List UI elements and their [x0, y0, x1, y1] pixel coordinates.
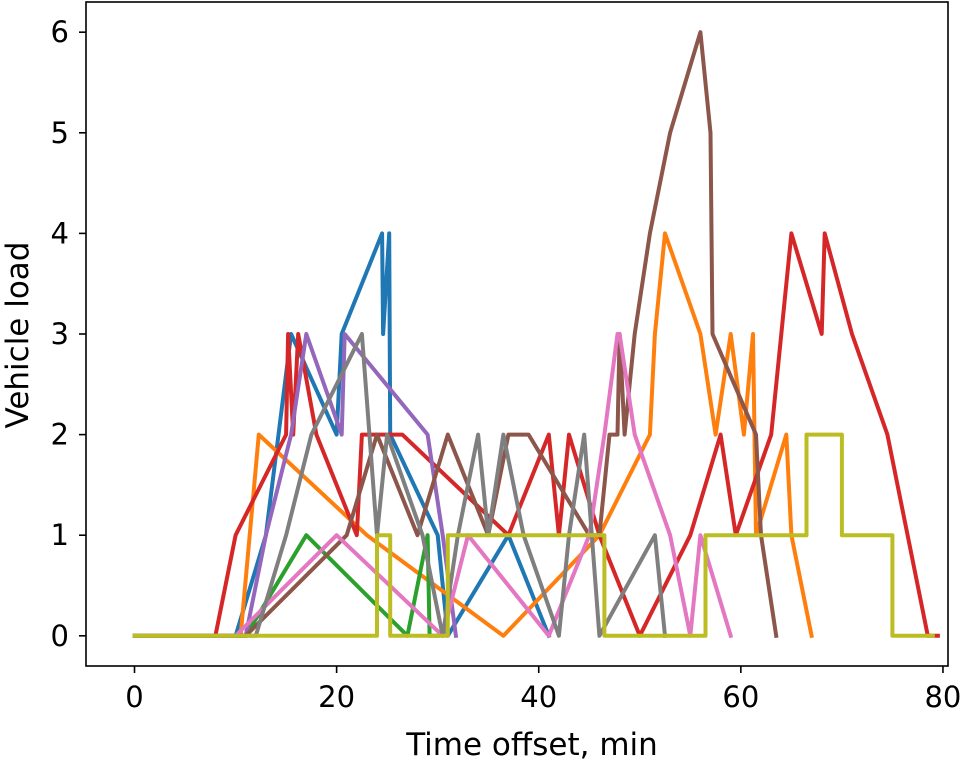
y-tick-label: 2 — [51, 418, 69, 452]
y-tick-label: 3 — [51, 317, 69, 351]
series-line-6 — [132, 30, 779, 639]
series-line-7 — [132, 332, 734, 639]
y-tick-label: 0 — [51, 619, 69, 653]
x-tick-label: 0 — [125, 680, 143, 714]
y-axis-label: Vehicle load — [0, 242, 36, 429]
series-line-9 — [132, 432, 935, 638]
series-line-5 — [132, 332, 459, 639]
y-tick-label: 4 — [51, 216, 69, 250]
x-tick-label: 20 — [318, 680, 355, 714]
series-line-4 — [132, 231, 940, 638]
x-tick-label: 80 — [924, 680, 961, 714]
y-tick-label: 5 — [51, 116, 69, 150]
y-axis: 0 1 2 3 4 5 6 — [51, 15, 86, 653]
x-tick-label: 60 — [722, 680, 759, 714]
y-tick-label: 6 — [51, 15, 69, 49]
series-line-8 — [132, 332, 668, 638]
x-axis-label: Time offset, min — [405, 727, 658, 763]
series-layer — [132, 30, 940, 639]
y-tick-label: 1 — [51, 518, 69, 552]
x-axis: 0 20 40 60 80 — [125, 666, 961, 714]
x-tick-label: 40 — [520, 680, 557, 714]
